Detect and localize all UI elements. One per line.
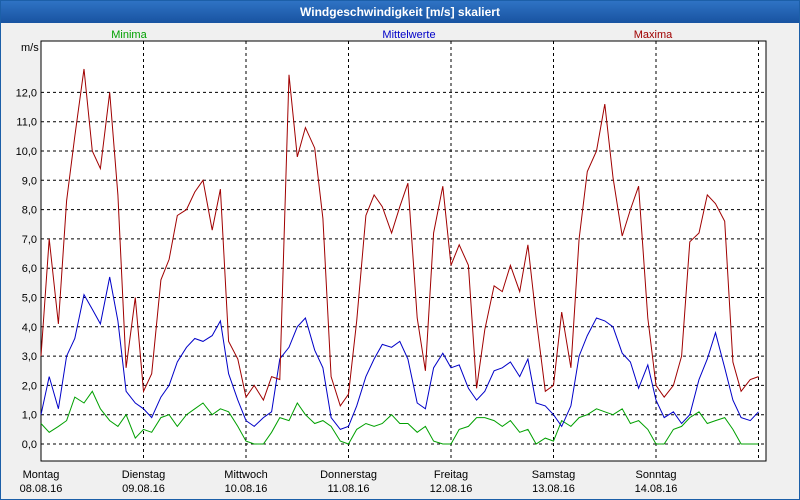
x-tick-date: 09.08.16 xyxy=(122,483,165,495)
x-tick-date: 14.08.16 xyxy=(635,483,678,495)
x-tick-day: Freitag xyxy=(434,469,468,481)
x-tick-day: Dienstag xyxy=(122,469,165,481)
y-tick-label: 5,0 xyxy=(22,293,37,305)
x-tick-day: Samstag xyxy=(532,469,575,481)
y-tick-label: 10,0 xyxy=(16,146,37,158)
legend-maxima: Maxima xyxy=(634,29,673,41)
y-tick-label: 6,0 xyxy=(22,263,37,275)
chart-area: 0,0 1,0 2,0 3,0 4,0 5,0 6,0 7,0 8,0 9,0 10,0 11,0 12… xyxy=(16,29,767,495)
series-line-minima xyxy=(40,390,759,445)
legend-mittelwerte: Mittelwerte xyxy=(382,29,435,41)
y-axis-label: m/s xyxy=(21,42,39,54)
y-tick-label: 3,0 xyxy=(22,351,37,363)
y-tick-label: 7,0 xyxy=(22,234,37,246)
x-tick-date: 13.08.16 xyxy=(532,483,575,495)
y-tick-label: 11,0 xyxy=(16,117,37,129)
x-tick-date: 12.08.16 xyxy=(430,483,473,495)
y-tick-label: 9,0 xyxy=(22,175,37,187)
y-tick-label: 12,0 xyxy=(16,87,37,99)
legend-minima: Minima xyxy=(111,29,147,41)
y-tick-label: 2,0 xyxy=(22,380,37,392)
x-tick-date: 08.08.16 xyxy=(20,483,63,495)
y-tick-label: 1,0 xyxy=(22,410,37,422)
y-tick-label: 0,0 xyxy=(22,439,37,451)
x-tick-day: Mittwoch xyxy=(224,469,267,481)
y-tick-label: 8,0 xyxy=(22,205,37,217)
plot-frame xyxy=(40,40,767,462)
x-tick-day: Sonntag xyxy=(636,469,677,481)
x-tick-date: 10.08.16 xyxy=(225,483,268,495)
y-tick-label: 4,0 xyxy=(22,322,37,334)
x-tick-day: Donnerstag xyxy=(320,469,377,481)
series-line-mittelwerte xyxy=(40,276,759,430)
x-tick-day: Montag xyxy=(23,469,60,481)
series-line-maxima xyxy=(40,68,759,408)
window-title: Windgeschwindigkeit [m/s] skaliert xyxy=(1,1,799,23)
x-tick-date: 11.08.16 xyxy=(327,483,369,495)
